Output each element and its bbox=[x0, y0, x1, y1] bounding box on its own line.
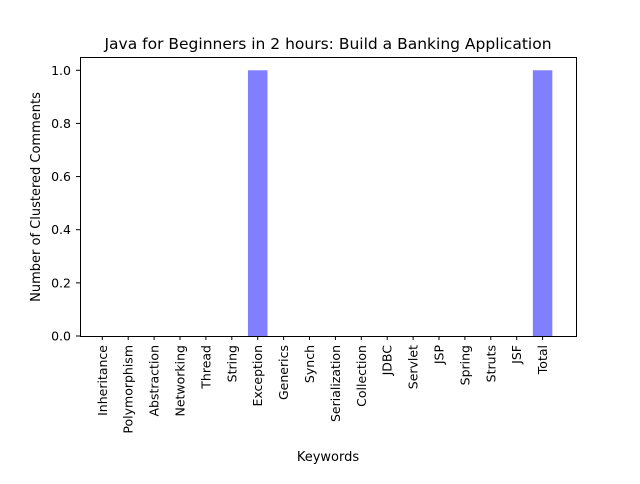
x-axis: Inheritance Polymorphism Abstraction Networ… bbox=[95, 336, 550, 434]
chart-title: Java for Beginners in 2 hours: Build a B… bbox=[103, 35, 551, 53]
x-tick-label-thread: Thread bbox=[198, 345, 213, 390]
x-tick-label-collection: Collection bbox=[354, 345, 369, 407]
x-tick-label-jdbc: JDBC bbox=[380, 345, 395, 377]
x-tick-label-generics: Generics bbox=[276, 345, 291, 400]
x-tick-label-spring: Spring bbox=[457, 345, 472, 385]
x-tick-label-inheritance: Inheritance bbox=[95, 345, 110, 416]
x-tick-label-abstraction: Abstraction bbox=[147, 345, 162, 417]
x-tick-label-networking: Networking bbox=[173, 345, 188, 417]
x-tick-label-exception: Exception bbox=[250, 345, 265, 407]
x-tick-label-string: String bbox=[224, 345, 239, 382]
y-axis-label: Number of Clustered Comments bbox=[29, 92, 44, 302]
x-tick-label-polymorphism: Polymorphism bbox=[121, 345, 136, 434]
bars-group bbox=[247, 70, 553, 336]
x-tick-label-servlet: Servlet bbox=[406, 345, 421, 389]
y-tick-label: 0.4 bbox=[51, 222, 71, 237]
y-axis: 0.0 0.2 0.4 0.6 0.8 1.0 bbox=[51, 63, 80, 344]
plot-area-frame bbox=[80, 57, 577, 337]
x-tick-label-serialization: Serialization bbox=[328, 345, 343, 422]
y-tick-label: 0.2 bbox=[51, 275, 71, 290]
bar-exception bbox=[247, 70, 268, 336]
x-tick-label-struts: Struts bbox=[483, 345, 498, 382]
bar-total bbox=[532, 70, 553, 336]
y-tick-label: 0.8 bbox=[51, 116, 71, 131]
y-tick-label: 1.0 bbox=[51, 63, 71, 78]
y-tick-label: 0.6 bbox=[51, 169, 71, 184]
x-axis-label: Keywords bbox=[297, 450, 360, 465]
x-tick-label-jsf: JSF bbox=[509, 345, 524, 365]
x-tick-label-synch: Synch bbox=[302, 345, 317, 383]
x-tick-label-jsp: JSP bbox=[432, 345, 447, 366]
y-tick-label: 0.0 bbox=[51, 329, 71, 344]
x-tick-label-total: Total bbox=[535, 345, 550, 375]
